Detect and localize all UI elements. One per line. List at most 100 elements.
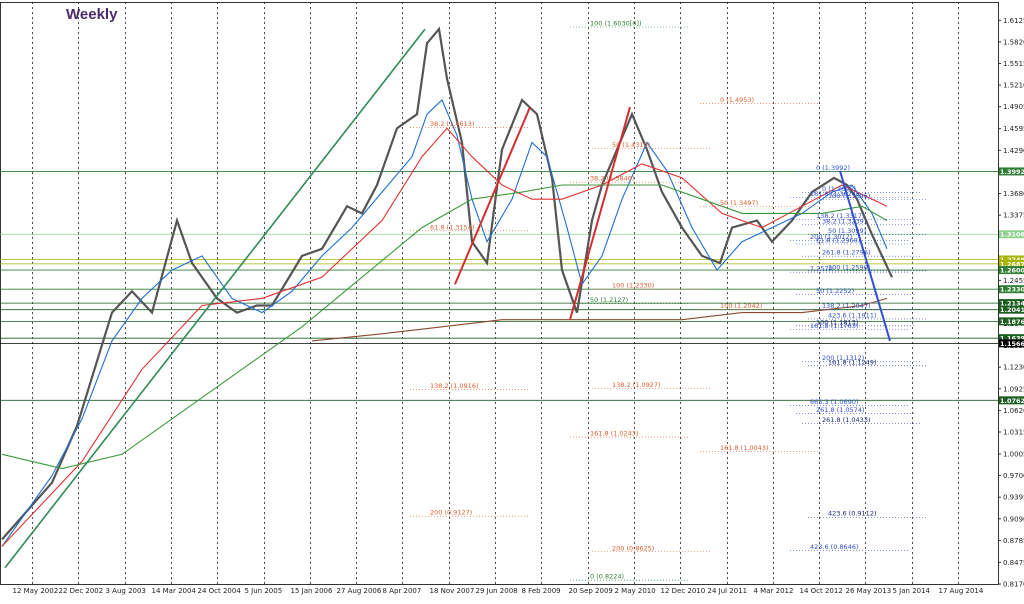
fib-annotation: 38.2 (1.3840) — [590, 175, 634, 183]
series-line — [311, 297, 888, 342]
x-tick-label: 18 Nov 2007 — [430, 587, 475, 595]
fib-annotation: 138.2 (1.2047) — [822, 302, 871, 310]
y-tick-label: 1.4290 — [1003, 147, 1024, 155]
y-tick-label: 0.8475 — [1003, 559, 1024, 567]
fib-annotation: 100 (1.6030[0]) — [590, 20, 642, 28]
price-label: 1.1876 — [1000, 318, 1024, 326]
fib-annotation: 261.8 (1.0574) — [816, 406, 865, 414]
y-tick-label: 1.6125 — [1003, 17, 1024, 25]
fib-annotation: 161.8 (1.3624) — [810, 190, 859, 198]
fib-annotation: 665.3 (1.0690) — [810, 398, 859, 406]
chart-title: Weekly — [66, 6, 118, 23]
fib-annotation: 200 (1.3017) — [810, 233, 852, 241]
price-label-box — [999, 305, 1024, 314]
trend-arrow — [454, 106, 531, 285]
price-label: 1.1566 — [1000, 340, 1024, 348]
x-tick-label: 8 Apr 2007 — [383, 587, 422, 595]
series-line — [1, 184, 888, 470]
y-tick-label: 0.8170 — [1003, 581, 1024, 589]
fib-annotation: 138.2 (1.3317) — [816, 212, 865, 220]
fib-annotation: 423.6 (0.9112) — [828, 510, 877, 518]
fib-annotation: 0 (1.3992) — [816, 164, 850, 172]
y-tick-label: 1.1230 — [1003, 364, 1024, 372]
fib-annotation: 61.8 (1.2968) — [816, 236, 860, 244]
x-tick-label: 17 Aug 2014 — [939, 587, 984, 595]
x-tick-label: 24 Oct 2004 — [198, 587, 242, 595]
fib-annotation: 50 (1.3099) — [828, 227, 866, 235]
price-label: 1.2134 — [1000, 300, 1024, 308]
price-label: 1.0762 — [1000, 397, 1024, 405]
x-tick-label: 5 Jun 2005 — [245, 587, 283, 595]
price-label: 1.3106 — [1000, 231, 1024, 239]
x-tick-label: 14 Mar 2004 — [152, 587, 197, 595]
price-label: 1.2041 — [1000, 306, 1024, 314]
price-label-box — [999, 299, 1024, 308]
y-tick-label: 0.8785 — [1003, 537, 1024, 545]
fib-annotation: 138.2 (1.0927) — [612, 381, 661, 389]
price-label-box — [999, 285, 1024, 294]
trend-arrow — [569, 106, 631, 320]
fib-annotation: 100 (1.2330) — [612, 282, 654, 290]
y-tick-label: 1.3375 — [1003, 212, 1024, 220]
price-label-box — [999, 259, 1024, 268]
y-tick-label: 1.0925 — [1003, 385, 1024, 393]
fib-annotation: 100 (1.2590) — [828, 263, 870, 271]
y-tick-label: 1.4905 — [1003, 103, 1024, 111]
fib-annotation: 1.2570 — [810, 265, 833, 273]
y-tick-label: 1.0005 — [1003, 450, 1024, 458]
fib-annotation: 161.8 (1.1249) — [828, 358, 877, 366]
fib-annotation: 50 (1.3497) — [720, 199, 758, 207]
fib-annotation: 50 (1.2127) — [590, 296, 628, 304]
y-tick-label: 1.3680 — [1003, 190, 1024, 198]
price-label: 1.1639 — [1000, 335, 1024, 343]
fib-annotation: 50 (1.4319) — [612, 141, 650, 149]
price-label-box — [999, 339, 1024, 348]
fib-annotation: 161.8 (1.1763) — [810, 322, 859, 330]
price-label-box — [999, 396, 1024, 405]
y-tick-label: 1.2455 — [1003, 277, 1024, 285]
x-tick-label: 22 Dec 2002 — [59, 587, 104, 595]
price-label: 1.2600 — [1000, 267, 1024, 275]
fib-annotation: 200 (0.8625) — [612, 544, 654, 552]
fib-annotation: 261.8 (1.0433) — [822, 416, 871, 424]
x-tick-label: 27 Aug 2006 — [337, 587, 382, 595]
trend-arrow — [4, 28, 426, 569]
fib-annotation: 423.6 (0.8646) — [810, 543, 859, 551]
fib-annotation: 423.6 (1.1911) — [828, 311, 877, 319]
y-tick-label: 1.0315 — [1003, 428, 1024, 436]
fib-annotation: 200 (0.9127) — [430, 509, 472, 517]
y-tick-label: 1.0620 — [1003, 407, 1024, 415]
price-label-box — [999, 317, 1024, 326]
x-tick-label: 24 Jul 2011 — [708, 587, 748, 595]
x-tick-label: 3 Aug 2003 — [106, 587, 146, 595]
fib-annotation: 261.8 (1.2796) — [822, 249, 871, 257]
x-tick-label: 20 Sep 2009 — [569, 587, 613, 595]
fib-annotation: 0 (0.8224) — [590, 573, 624, 581]
x-tick-label: 5 Jan 2014 — [893, 587, 931, 595]
price-label-box — [999, 255, 1024, 264]
fib-annotation: 100 (1.3596) — [828, 192, 870, 200]
fib-annotation: 0 (1.3695) — [822, 185, 856, 193]
x-tick-label: 4 Mar 2012 — [754, 587, 794, 595]
fib-annotation: 161.8 (1.0243) — [590, 430, 639, 438]
series-line — [1, 127, 888, 547]
fib-annotation: 61.8 (1.3154) — [430, 223, 474, 231]
fib-annotation: 100 (1.2042) — [720, 302, 762, 310]
plot-frame — [0, 2, 999, 585]
x-tick-label: 8 Feb 2009 — [522, 587, 561, 595]
trend-arrow — [839, 170, 891, 342]
x-tick-label: 26 May 2013 — [846, 587, 892, 595]
price-label: 1.2330 — [1000, 286, 1024, 294]
fib-annotation: 50 (1.2252) — [816, 287, 854, 295]
price-label-box — [999, 266, 1024, 275]
price-label-box — [999, 167, 1024, 176]
fib-annotation: 161.8 (1.0043) — [720, 444, 769, 452]
fib-annotation: 38.2 (1.4613) — [430, 120, 474, 128]
fib-annotation: 38.2 (1.3239) — [822, 217, 866, 225]
price-label: 1.3992 — [1000, 168, 1024, 176]
fib-annotation: 100 (1.1813) — [816, 318, 858, 326]
x-tick-label: 14 Oct 2012 — [800, 587, 843, 595]
